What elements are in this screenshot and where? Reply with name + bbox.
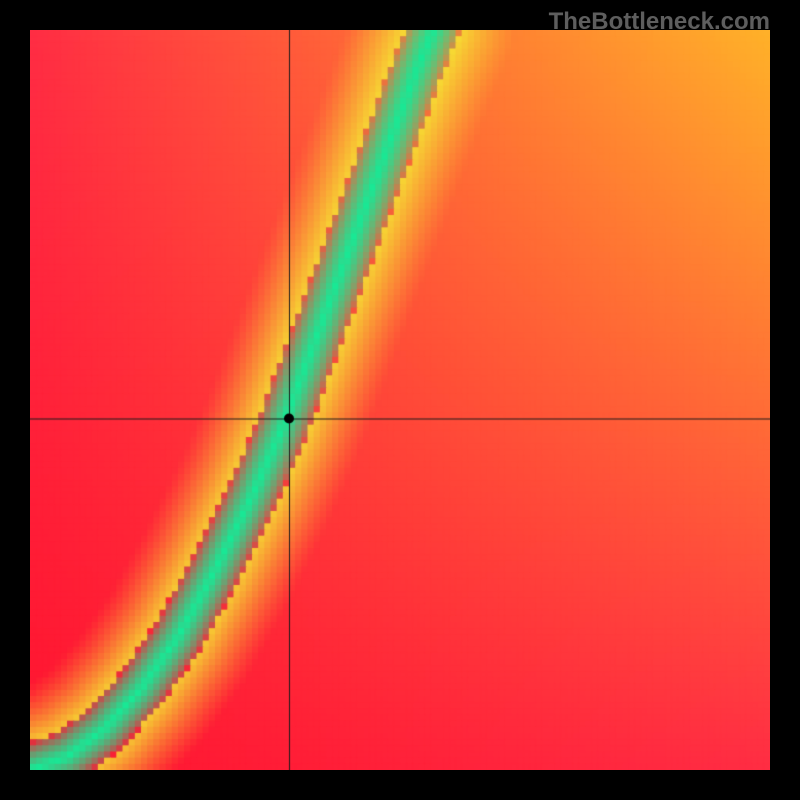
chart-container: { "watermark": { "text": "TheBottleneck.… [0,0,800,800]
heatmap-plot [30,30,770,770]
watermark-text: TheBottleneck.com [549,8,770,36]
